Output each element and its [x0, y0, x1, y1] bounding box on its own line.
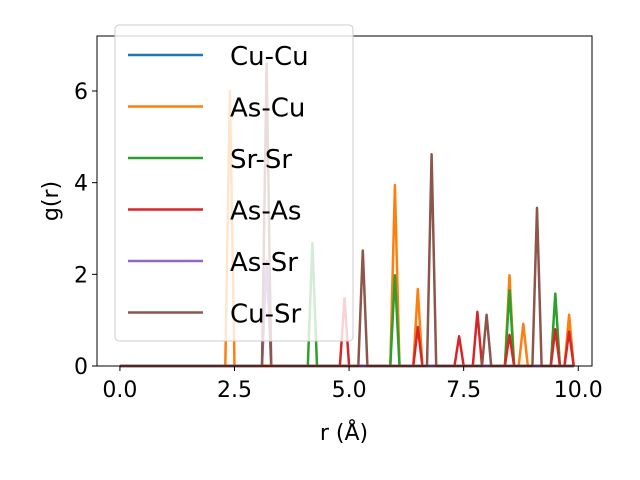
x-axis: 0.0 2.5 5.0 7.5 10.0 [102, 366, 603, 403]
legend-label: As-As [230, 197, 301, 227]
x-tick-label: 0.0 [102, 378, 137, 403]
legend-label: As-Cu [230, 94, 305, 124]
legend-label: Cu-Sr [230, 300, 302, 330]
y-tick-label: 0 [74, 355, 88, 380]
y-axis: 0 2 4 6 [74, 80, 97, 380]
y-tick-label: 2 [74, 263, 88, 288]
x-tick-label: 7.5 [446, 378, 481, 403]
x-tick-label: 5.0 [332, 378, 367, 403]
legend-label: As-Sr [230, 248, 298, 278]
y-tick-label: 6 [74, 80, 88, 105]
x-axis-label: r (Å) [320, 419, 368, 446]
x-tick-label: 10.0 [554, 378, 603, 403]
y-axis-label: g(r) [39, 181, 64, 221]
legend-box [114, 24, 354, 342]
legend-label: Cu-Cu [230, 42, 309, 72]
legend: Cu-Cu As-Cu Sr-Sr As-As As-Sr Cu-Sr [114, 24, 354, 342]
x-tick-label: 2.5 [217, 378, 252, 403]
y-tick-label: 4 [74, 172, 88, 197]
legend-label: Sr-Sr [230, 145, 292, 175]
